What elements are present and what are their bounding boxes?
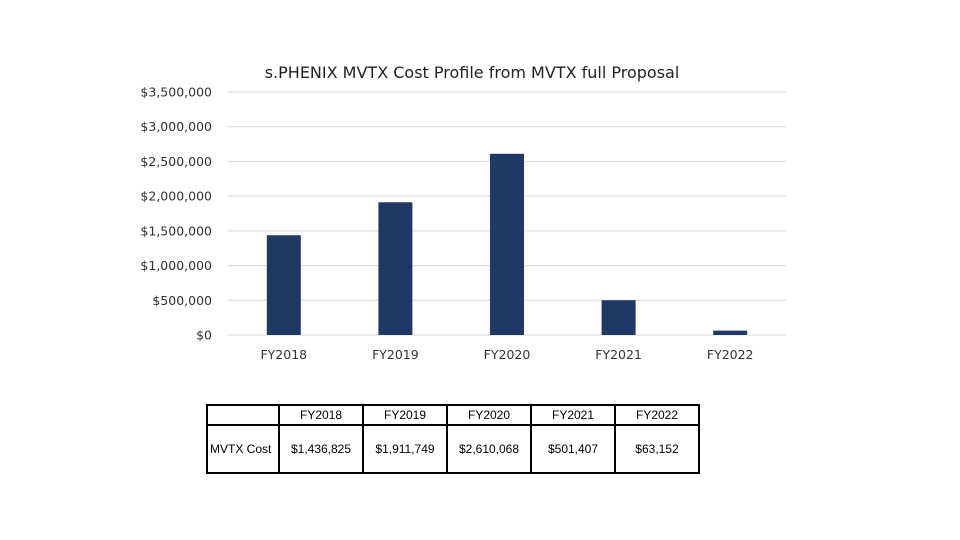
bar <box>378 202 413 335</box>
y-tick-label: $1,000,000 <box>140 258 212 273</box>
x-tick-label: FY2022 <box>707 347 754 362</box>
x-tick-label: FY2020 <box>484 347 531 362</box>
y-tick-label: $1,500,000 <box>140 223 212 238</box>
y-tick-label: $500,000 <box>152 293 212 308</box>
table-header-row: FY2018 FY2019 FY2020 FY2021 FY2022 <box>206 404 700 426</box>
chart-title: s.PHENIX MVTX Cost Profile from MVTX ful… <box>265 63 680 82</box>
y-tick-label: $2,000,000 <box>140 189 212 204</box>
bar <box>266 235 301 335</box>
y-tick-label: $2,500,000 <box>140 154 212 169</box>
bar <box>490 153 524 335</box>
y-tick-label: $3,500,000 <box>140 85 212 100</box>
y-axis-ticks: $0 $500,000 $1,000,000 $1,500,000 $2,000,000… <box>140 85 212 343</box>
table-cell: $63,152 <box>614 424 700 474</box>
table-cell: $2,610,068 <box>446 424 532 474</box>
table-header-cell: FY2022 <box>614 404 700 426</box>
table-row: MVTX Cost $1,436,825 $1,911,749 $2,610,0… <box>206 424 700 474</box>
table-row-label: MVTX Cost <box>206 424 280 474</box>
cost-table: FY2018 FY2019 FY2020 FY2021 FY2022 MVTX … <box>206 404 700 474</box>
x-tick-label: FY2021 <box>595 347 642 362</box>
table-cell: $1,436,825 <box>278 424 364 474</box>
table-header-cell <box>206 404 280 426</box>
table-cell: $501,407 <box>530 424 616 474</box>
y-tick-label: $0 <box>196 328 212 343</box>
bars <box>266 153 748 335</box>
y-tick-label: $3,000,000 <box>140 119 212 134</box>
table-header-cell: FY2019 <box>362 404 448 426</box>
bar <box>713 330 748 335</box>
table-header-cell: FY2018 <box>278 404 364 426</box>
table-cell: $1,911,749 <box>362 424 448 474</box>
table-header-cell: FY2020 <box>446 404 532 426</box>
bar <box>601 300 636 335</box>
x-tick-label: FY2019 <box>372 347 419 362</box>
bar-chart: s.PHENIX MVTX Cost Profile from MVTX ful… <box>140 63 786 362</box>
table-header-cell: FY2021 <box>530 404 616 426</box>
x-tick-label: FY2018 <box>260 347 307 362</box>
x-axis-ticks: FY2018 FY2019 FY2020 FY2021 FY2022 <box>260 347 753 362</box>
